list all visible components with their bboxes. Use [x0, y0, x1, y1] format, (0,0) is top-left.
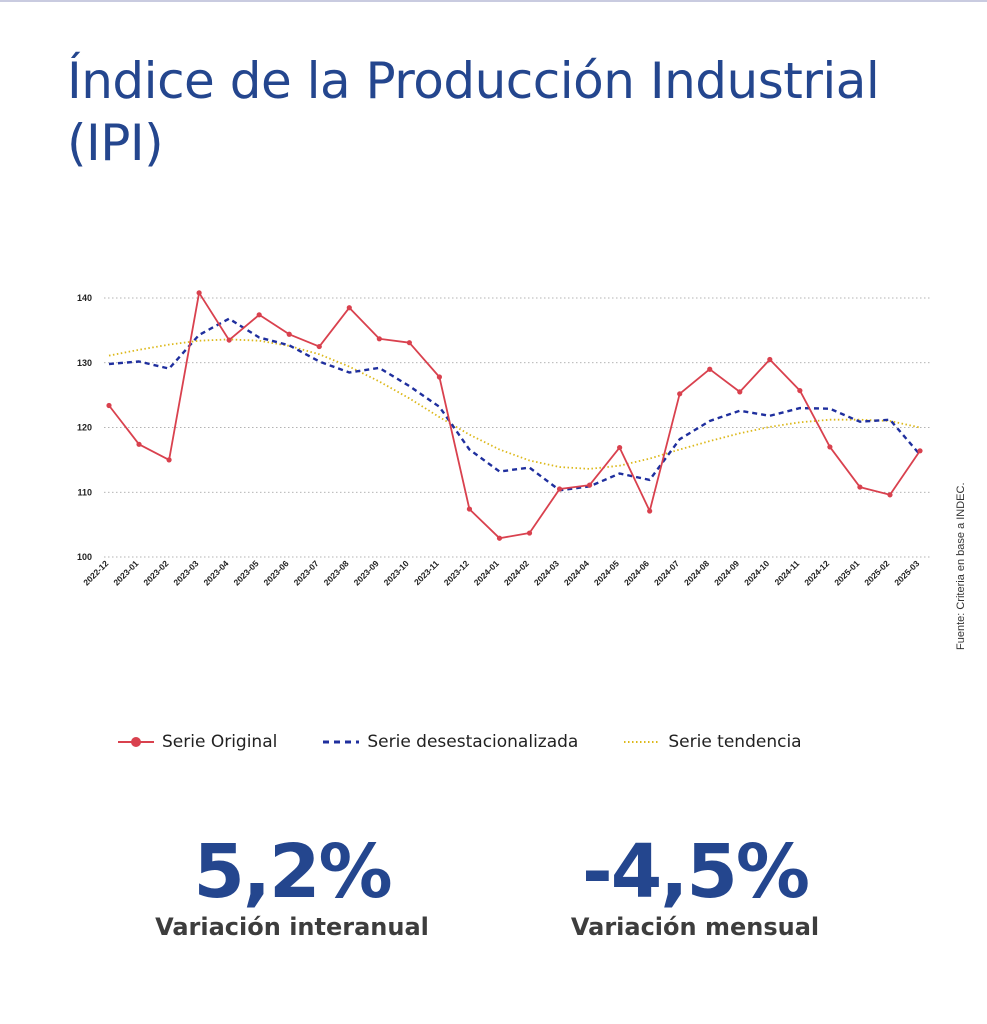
x-tick-label: 2024-02: [502, 558, 531, 587]
x-tick-label: 2024-11: [772, 558, 801, 587]
data-point-original: [196, 290, 202, 296]
data-point-original: [106, 402, 112, 409]
data-point-original: [166, 457, 172, 463]
data-point-original: [586, 482, 593, 488]
legend-trend-dot-icon: [624, 741, 661, 743]
x-tick-label: 2023-09: [352, 558, 381, 587]
x-tick-label: 2024-10: [742, 558, 771, 587]
x-tick-label: 2023-02: [141, 558, 170, 587]
x-tick-label: 2024-04: [562, 558, 591, 587]
top-divider: [0, 0, 987, 2]
stat-mensual-label: Variación mensual: [570, 913, 820, 941]
x-tick-label: 2024-01: [472, 558, 501, 587]
series-line-trend: [108, 338, 921, 470]
x-tick-label: 2024-09: [712, 558, 741, 587]
legend-label-trend: Serie tendencia: [668, 732, 802, 752]
x-tick-label: 2024-03: [532, 558, 561, 587]
x-tick-label: 2025-02: [862, 558, 891, 587]
legend-item-desest: Serie desestacionalizada: [323, 732, 578, 752]
legend-original-marker-icon: [118, 737, 154, 747]
x-tick-label: 2024-08: [682, 558, 711, 587]
series-line-original: [108, 291, 921, 540]
x-tick-label: 2023-12: [442, 558, 471, 587]
data-point-original: [556, 486, 563, 492]
data-point-original: [737, 389, 743, 395]
stat-interanual: 5,2% Variación interanual: [142, 832, 442, 942]
data-point-original: [496, 535, 503, 541]
data-point-original: [707, 366, 713, 372]
data-point-original: [406, 340, 412, 346]
y-axis: 100 110 120 130 140: [77, 293, 92, 562]
x-tick-label: 2022-12: [81, 558, 110, 587]
x-tick-label: 2023-03: [171, 558, 200, 587]
x-tick-label: 2025-03: [892, 558, 921, 587]
data-point-original: [346, 305, 352, 311]
x-tick-label: 2024-06: [622, 558, 651, 587]
data-point-original: [887, 492, 893, 498]
y-tick-label: 110: [77, 487, 92, 497]
data-point-original: [376, 336, 382, 342]
data-point-original: [617, 444, 623, 451]
legend-item-trend: Serie tendencia: [624, 732, 802, 752]
data-point-original: [226, 337, 232, 343]
data-point-original: [316, 343, 322, 350]
legend-desest-dash-icon: [323, 740, 360, 744]
page-title: Índice de la Producción Industrial (IPI): [67, 52, 880, 172]
y-tick-label: 100: [77, 552, 92, 562]
data-point-original: [436, 374, 443, 380]
x-tick-label: 2023-06: [262, 558, 291, 587]
stat-mensual: -4,5% Variación mensual: [545, 832, 845, 942]
data-point-original: [917, 448, 923, 454]
x-axis: 2022-12 2023-01 2023-02 2023-03 2023-04 2023-…: [81, 558, 921, 587]
x-tick-label: 2023-08: [322, 558, 351, 587]
x-tick-label: 2024-05: [592, 558, 621, 587]
legend-item-original: Serie Original: [118, 732, 277, 752]
x-tick-label: 2023-05: [231, 558, 260, 587]
stat-interanual-label: Variación interanual: [155, 913, 429, 941]
chart-grid: [104, 297, 932, 558]
stat-interanual-value: 5,2%: [193, 829, 392, 915]
x-tick-label: 2024-12: [802, 558, 831, 587]
source-note: Fuente: Criteria en base a INDEC.: [955, 482, 967, 650]
data-point-original: [466, 506, 473, 512]
x-tick-label: 2024-07: [652, 558, 681, 587]
legend-label-original: Serie Original: [162, 732, 278, 752]
y-tick-label: 130: [77, 358, 92, 368]
chart-legend: Serie Original Serie desestacionalizada …: [118, 728, 848, 756]
legend-label-desest: Serie desestacionalizada: [367, 732, 579, 752]
y-tick-label: 120: [77, 423, 92, 433]
data-point-original: [677, 391, 683, 397]
y-tick-label: 140: [77, 293, 92, 303]
data-point-original: [827, 444, 833, 450]
data-point-original: [286, 331, 292, 337]
data-point-original: [647, 508, 653, 514]
series-line-desest: [108, 317, 921, 492]
data-point-original: [526, 530, 533, 536]
stat-mensual-value: -4,5%: [582, 829, 810, 915]
data-point-original: [136, 441, 142, 447]
x-tick-label: 2023-07: [292, 558, 321, 587]
data-point-original: [767, 356, 773, 363]
x-tick-label: 2023-04: [201, 558, 230, 587]
data-point-original: [857, 484, 863, 490]
data-point-original: [797, 387, 803, 394]
x-tick-label: 2023-11: [412, 558, 441, 587]
x-tick-label: 2023-01: [111, 558, 140, 587]
x-tick-label: 2025-01: [832, 558, 861, 587]
x-tick-label: 2023-10: [382, 558, 411, 587]
chart-series: [106, 290, 923, 541]
data-point-original: [256, 312, 262, 318]
